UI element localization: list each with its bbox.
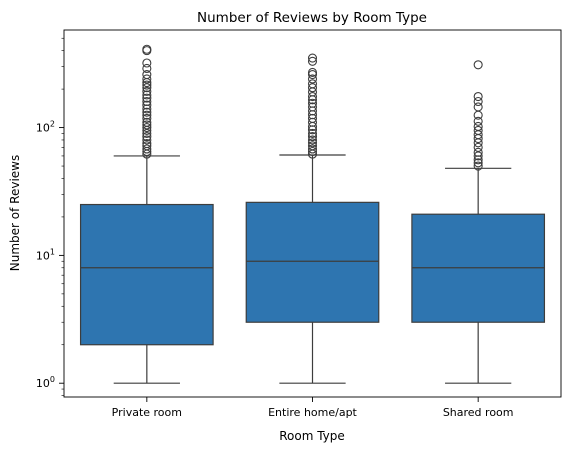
outlier-point: [473, 121, 483, 132]
outlier-point: [473, 60, 483, 70]
outlier-point: [307, 74, 318, 84]
outlier-point: [473, 161, 483, 171]
outlier-point: [142, 83, 152, 93]
outlier-point: [307, 56, 318, 66]
box-group: [245, 53, 380, 384]
outlier-point: [142, 123, 152, 133]
box-group: [411, 60, 546, 384]
y-axis-label: Number of Reviews: [8, 155, 22, 271]
outlier-point: [307, 67, 318, 77]
outlier-point: [307, 83, 318, 93]
x-tick-label: Entire home/apt: [268, 406, 357, 419]
y-axis: 100 101 102: [36, 37, 64, 396]
outlier-point: [473, 147, 483, 157]
outlier-point: [307, 132, 318, 142]
outlier-point: [142, 86, 152, 96]
outlier-point: [142, 100, 152, 110]
outlier-point: [473, 125, 483, 135]
outlier-point: [142, 107, 152, 117]
outlier-point: [142, 63, 152, 74]
outlier-point: [142, 120, 152, 130]
outlier-point: [142, 44, 152, 54]
outlier-point: [142, 132, 152, 142]
x-axis: Private room Entire home/apt Shared room: [112, 397, 514, 419]
outlier-point: [142, 135, 152, 145]
outlier-point: [142, 138, 152, 149]
iqr-box: [245, 201, 380, 323]
outlier-point: [142, 58, 152, 68]
outlier-point: [307, 91, 318, 102]
outlier-point: [142, 74, 152, 84]
iqr-box: [79, 203, 214, 346]
y-tick-label: 100: [36, 375, 55, 390]
outlier-point: [142, 80, 152, 90]
outlier-point: [473, 116, 483, 126]
x-tick-label: Shared room: [443, 406, 514, 419]
outlier-point: [307, 144, 318, 154]
y-tick-label: 101: [36, 247, 55, 262]
outlier-point: [142, 117, 152, 127]
outlier-point: [473, 91, 483, 102]
outlier-point: [307, 79, 318, 89]
outlier-point: [142, 110, 152, 120]
outlier-point: [473, 155, 483, 165]
outlier-point: [307, 98, 318, 108]
box-group: [79, 44, 214, 384]
x-axis-label: Room Type: [279, 429, 345, 443]
outlier-point: [473, 142, 483, 152]
plot-area: [79, 44, 546, 384]
outlier-point: [307, 135, 318, 145]
outlier-point: [142, 113, 152, 123]
x-tick-label: Private room: [112, 406, 182, 419]
outlier-point: [307, 141, 318, 151]
outlier-point: [142, 90, 152, 100]
outlier-point: [473, 151, 483, 161]
outlier-point: [473, 96, 483, 107]
outlier-point: [307, 102, 318, 112]
outlier-point: [142, 128, 152, 138]
outlier-point: [473, 158, 483, 168]
outlier-point: [142, 96, 152, 107]
outlier-point: [142, 69, 152, 80]
outlier-point: [307, 53, 318, 63]
outlier-point: [473, 102, 483, 112]
outlier-point: [142, 93, 152, 103]
outlier-point: [142, 144, 152, 154]
outlier-point: [142, 104, 152, 114]
outlier-point: [307, 128, 318, 138]
y-tick-label: 102: [36, 120, 55, 135]
outlier-point: [473, 110, 483, 120]
outlier-point: [307, 146, 318, 157]
outlier-point: [142, 141, 152, 151]
outlier-point: [307, 138, 318, 148]
chart-title: Number of Reviews by Room Type: [197, 10, 427, 26]
